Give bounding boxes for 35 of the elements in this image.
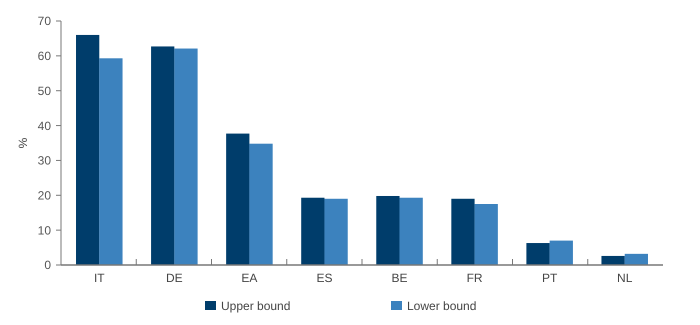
- y-tick-label: 10: [38, 223, 52, 238]
- x-tick-label: BE: [392, 271, 408, 285]
- legend-label: Upper bound: [221, 299, 290, 314]
- x-tick-label: FR: [466, 271, 483, 285]
- bar: [226, 134, 250, 265]
- y-tick-label: 20: [38, 188, 52, 202]
- x-tick-label: IT: [94, 271, 106, 285]
- x-tick-label: EA: [241, 271, 258, 285]
- bar: [526, 243, 550, 265]
- legend-label: Lower bound: [407, 299, 476, 314]
- y-tick-label: 30: [38, 154, 52, 168]
- bar: [301, 198, 324, 265]
- y-tick-label: 70: [38, 14, 52, 28]
- bar: [451, 198, 475, 265]
- bar: [601, 256, 625, 265]
- bar: [174, 48, 198, 265]
- bar: [550, 240, 573, 265]
- bar: [99, 58, 123, 265]
- x-tick-label: ES: [316, 271, 332, 285]
- y-tick-label: 40: [38, 118, 52, 133]
- x-tick-label: PT: [542, 271, 558, 285]
- y-tick-label: 50: [38, 84, 52, 98]
- bar: [376, 196, 400, 265]
- y-tick-label: 0: [44, 258, 52, 272]
- bar: [76, 34, 100, 265]
- y-tick-label: 60: [38, 49, 52, 64]
- bar: [624, 254, 648, 265]
- x-tick-label: DE: [166, 271, 183, 285]
- x-tick-label: NL: [617, 271, 633, 285]
- bar: [324, 198, 348, 265]
- bar: [400, 198, 423, 265]
- bar: [249, 144, 273, 265]
- bar: [474, 204, 498, 265]
- bar: [151, 46, 174, 265]
- y-axis-title: %: [16, 137, 30, 148]
